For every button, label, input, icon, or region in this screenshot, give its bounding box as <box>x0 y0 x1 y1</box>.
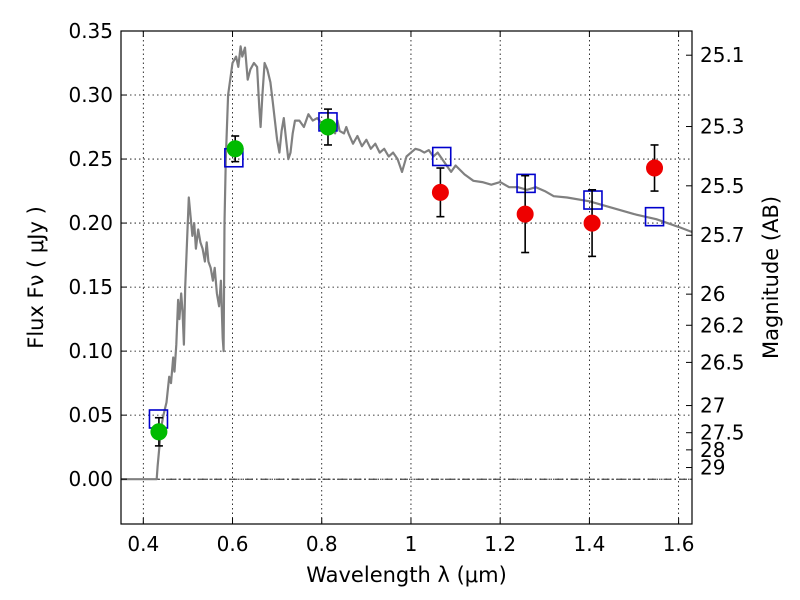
x-tick-label: 1.6 <box>663 532 695 556</box>
mag-tick-label: 25.7 <box>700 223 745 247</box>
mag-tick-label: 25.1 <box>700 43 745 67</box>
model-spectrum-line <box>121 45 692 481</box>
y-axis-title-right: Magnitude (AB) <box>759 196 783 359</box>
mag-tick-label: 25.5 <box>700 174 745 198</box>
y-tick-label: 0.30 <box>68 83 113 107</box>
observed-flux-point <box>646 159 664 177</box>
model-flux-square <box>516 173 536 194</box>
y-tick-label: 0.15 <box>68 275 113 299</box>
model-flux-square <box>644 206 665 227</box>
mag-tick-label: 26.2 <box>700 313 745 337</box>
mag-tick-label: 27.5 <box>700 421 745 445</box>
mag-tick-label: 25.3 <box>700 115 745 139</box>
x-tick-label: 1.2 <box>484 532 516 556</box>
grid <box>121 30 692 524</box>
y-axis-title-left: Flux Fν ( μJy ) <box>24 206 48 349</box>
x-tick-label: 1 <box>405 532 418 556</box>
y-tick-label: 0.20 <box>68 211 113 235</box>
y-tick-label: 0.05 <box>68 403 113 427</box>
y-tick-label: 0.00 <box>68 467 113 491</box>
plot-frame <box>120 30 693 525</box>
mag-tick-label: 29 <box>700 456 725 480</box>
mag-tick-label: 26 <box>700 282 725 306</box>
mag-tick-label: 28 <box>700 438 725 462</box>
mag-tick-label: 26.5 <box>700 350 745 374</box>
x-axis: 0.4 0.6 0.8 1 1.2 1.4 1.6 <box>127 31 695 556</box>
model-flux-square <box>583 190 603 210</box>
y-tick-label: 0.35 <box>68 19 113 43</box>
x-axis-title: Wavelength λ (μm) <box>306 563 507 587</box>
mag-tick-label: 27 <box>700 394 725 418</box>
plot-content <box>121 45 692 481</box>
y-tick-label: 0.10 <box>68 339 113 363</box>
x-tick-label: 0.8 <box>306 532 338 556</box>
observed-flux-point <box>516 205 534 223</box>
observed-flux-point <box>583 214 601 232</box>
observed-flux-point <box>226 140 244 158</box>
x-tick-label: 1.4 <box>573 532 605 556</box>
y-tick-label: 0.25 <box>68 147 113 171</box>
markers <box>148 108 665 447</box>
model-flux-square <box>431 146 452 167</box>
observed-flux-point <box>319 118 337 136</box>
x-tick-label: 0.6 <box>217 532 249 556</box>
observed-flux-point <box>150 423 168 441</box>
y-axis-left: 0.00 0.05 0.10 0.15 0.20 0.25 0.30 0.35 <box>68 19 127 491</box>
x-tick-label: 0.4 <box>127 532 159 556</box>
observed-flux-point <box>431 183 449 201</box>
